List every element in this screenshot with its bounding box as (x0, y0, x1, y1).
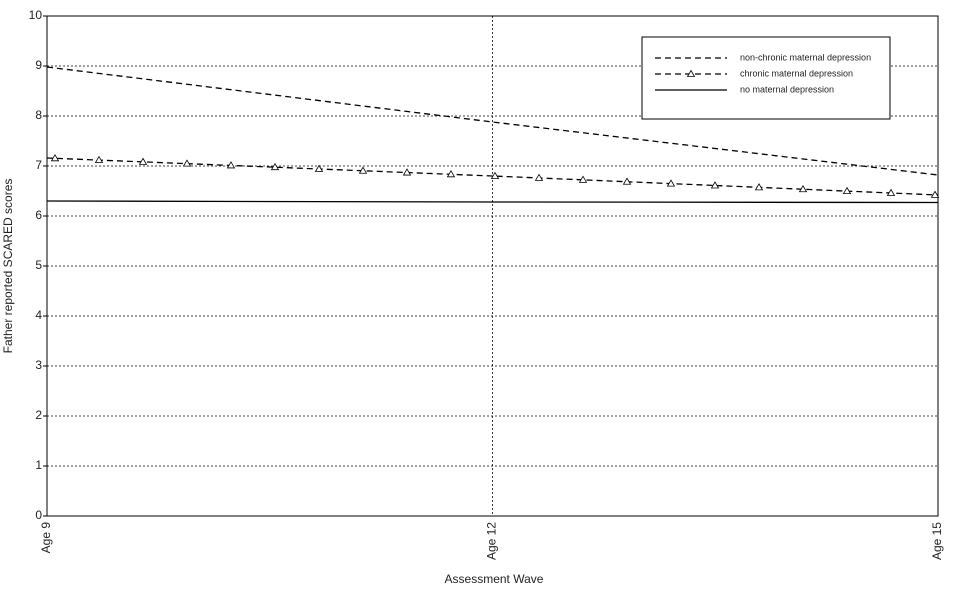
y-tick-label: 3 (35, 358, 42, 372)
y-axis-label: Father reported SCARED scores (1, 179, 15, 354)
y-tick-label: 10 (29, 8, 43, 22)
line-marker (182, 159, 192, 167)
x-tick-label: Age 15 (930, 522, 944, 560)
line-marker (94, 155, 104, 164)
y-tick-label: 8 (35, 108, 42, 122)
line-marker (314, 164, 324, 172)
line-marker (842, 186, 852, 195)
legend: non-chronic maternal depression chronic m… (641, 36, 891, 120)
line-marker (358, 166, 368, 174)
y-tick-label: 0 (35, 508, 42, 522)
series-line (46, 200, 939, 204)
line-marker (886, 188, 896, 196)
x-tick-label: Age 12 (485, 522, 499, 560)
line-marker (402, 168, 412, 176)
line-marker (534, 173, 544, 181)
line-marker (754, 183, 764, 191)
y-tick-label: 4 (35, 308, 42, 322)
line-marker (138, 157, 148, 165)
legend-label: non-chronic maternal depression (740, 52, 871, 62)
line-marker (226, 161, 236, 169)
line-marker (578, 175, 588, 183)
line-marker (686, 69, 696, 77)
y-tick-label: 5 (35, 258, 42, 272)
legend-label: chronic maternal depression (740, 68, 853, 78)
series-line (46, 157, 939, 196)
legend-label: no maternal depression (740, 84, 834, 94)
line-marker (446, 170, 456, 178)
line-marker (930, 190, 940, 198)
legend-box (641, 36, 891, 120)
line-marker (710, 181, 720, 189)
line-marker (50, 154, 60, 162)
y-tick-label: 7 (35, 158, 42, 172)
plot-frame (46, 15, 939, 517)
y-tick-label: 9 (35, 58, 42, 72)
x-axis-label: Assessment Wave (445, 572, 544, 586)
line-marker (798, 184, 808, 193)
line-marker (666, 179, 676, 187)
y-tick-label: 6 (35, 208, 42, 222)
y-tick-label: 2 (35, 408, 42, 422)
y-tick-label: 1 (35, 458, 42, 472)
x-tick-label: Age 9 (39, 522, 53, 554)
line-marker (490, 171, 500, 180)
line-marker (622, 177, 632, 185)
line-marker (270, 162, 280, 171)
